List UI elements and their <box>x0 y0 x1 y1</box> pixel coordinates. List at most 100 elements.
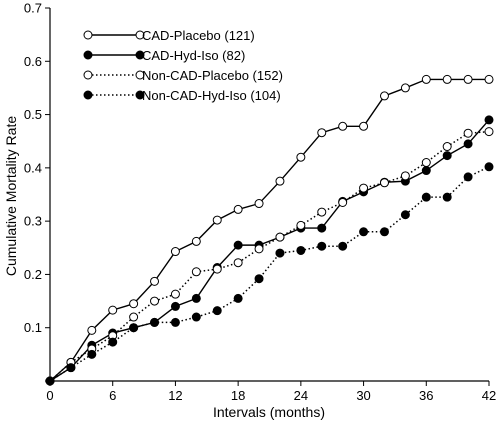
x-tick-label: 42 <box>482 388 496 403</box>
x-tick-label: 12 <box>168 388 182 403</box>
data-point <box>212 306 222 316</box>
data-point <box>442 151 452 161</box>
x-tick-label: 30 <box>356 388 370 403</box>
data-point <box>233 258 243 268</box>
data-point <box>484 115 494 125</box>
data-point <box>338 121 348 131</box>
y-axis-ticks: 0.1 0.2 0.3 0.4 0.5 0.6 0.7 <box>24 1 50 382</box>
data-point <box>150 296 160 306</box>
legend-label: Non-CAD-Placebo (152) <box>142 68 283 83</box>
axes <box>49 8 489 382</box>
plot-area <box>45 74 494 386</box>
series-non-cad-placebo <box>45 127 494 386</box>
series-non-cad-hyd-iso <box>45 162 494 386</box>
data-point <box>296 220 306 230</box>
data-point <box>254 244 264 254</box>
x-tick-label: 6 <box>109 388 116 403</box>
data-point <box>254 199 264 209</box>
legend: CAD-Placebo (121) CAD-Hyd-Iso (82) Non-CAD… <box>83 28 283 103</box>
data-point <box>129 312 139 322</box>
series-line <box>49 78 489 382</box>
data-point <box>463 139 473 149</box>
data-point <box>317 241 327 251</box>
data-point <box>463 128 473 138</box>
data-point <box>233 240 243 250</box>
data-point <box>400 171 410 181</box>
x-tick-label: 24 <box>294 388 308 403</box>
data-point <box>87 325 97 335</box>
data-point <box>150 317 160 327</box>
data-point <box>484 127 494 137</box>
series-line <box>49 119 490 382</box>
data-point <box>45 376 55 386</box>
data-point <box>296 152 306 162</box>
data-point <box>400 83 410 93</box>
y-tick-label: 0.6 <box>24 54 42 69</box>
x-axis-ticks: 0 6 12 18 24 30 36 42 <box>46 381 496 403</box>
data-point <box>317 223 327 233</box>
series-line <box>49 130 490 382</box>
data-point <box>170 289 180 299</box>
data-point <box>421 166 431 176</box>
x-tick-label: 18 <box>231 388 245 403</box>
legend-marker <box>83 50 93 60</box>
data-point <box>108 337 118 347</box>
data-point <box>129 323 139 333</box>
legend-marker <box>83 70 93 80</box>
data-point <box>442 74 452 84</box>
data-point <box>191 312 201 322</box>
legend-item: Non-CAD-Hyd-Iso (104) <box>83 88 281 103</box>
data-point <box>421 158 431 168</box>
series-line <box>49 166 490 382</box>
data-point <box>191 236 201 246</box>
data-point <box>191 293 201 303</box>
x-tick-label: 36 <box>419 388 433 403</box>
data-point <box>463 172 473 182</box>
data-point <box>150 276 160 286</box>
legend-label: Non-CAD-Hyd-Iso (104) <box>142 88 281 103</box>
data-point <box>463 74 473 84</box>
data-point <box>212 215 222 225</box>
data-point <box>275 232 285 242</box>
x-axis-title: Intervals (months) <box>213 404 325 420</box>
y-tick-label: 0.1 <box>24 320 42 335</box>
data-point <box>421 74 431 84</box>
data-point <box>317 128 327 138</box>
legend-marker <box>135 90 145 100</box>
x-tick-label: 0 <box>46 388 53 403</box>
y-tick-label: 0.5 <box>24 107 42 122</box>
data-point <box>359 227 369 237</box>
y-tick-label: 0.3 <box>24 214 42 229</box>
legend-marker <box>83 90 93 100</box>
data-point <box>66 363 76 373</box>
data-point <box>275 248 285 258</box>
data-point <box>379 227 389 237</box>
data-point <box>442 142 452 152</box>
data-point <box>233 293 243 303</box>
data-point <box>421 192 431 202</box>
legend-item: CAD-Hyd-Iso (82) <box>83 48 245 63</box>
data-point <box>129 299 139 309</box>
legend-item: CAD-Placebo (121) <box>83 28 255 43</box>
data-point <box>191 267 201 277</box>
y-tick-label: 0.2 <box>24 267 42 282</box>
data-point <box>275 176 285 186</box>
data-point <box>484 162 494 172</box>
data-point <box>233 204 243 214</box>
data-point <box>442 192 452 202</box>
data-point <box>170 317 180 327</box>
data-point <box>87 349 97 359</box>
data-point <box>359 121 369 131</box>
legend-item: Non-CAD-Placebo (152) <box>83 68 283 83</box>
data-point <box>212 264 222 274</box>
data-point <box>317 207 327 217</box>
data-point <box>379 91 389 101</box>
legend-marker <box>135 50 145 60</box>
data-point <box>400 210 410 220</box>
data-point <box>379 178 389 188</box>
data-point <box>170 301 180 311</box>
data-point <box>338 197 348 207</box>
data-point <box>359 183 369 193</box>
y-tick-label: 0.4 <box>24 160 42 175</box>
